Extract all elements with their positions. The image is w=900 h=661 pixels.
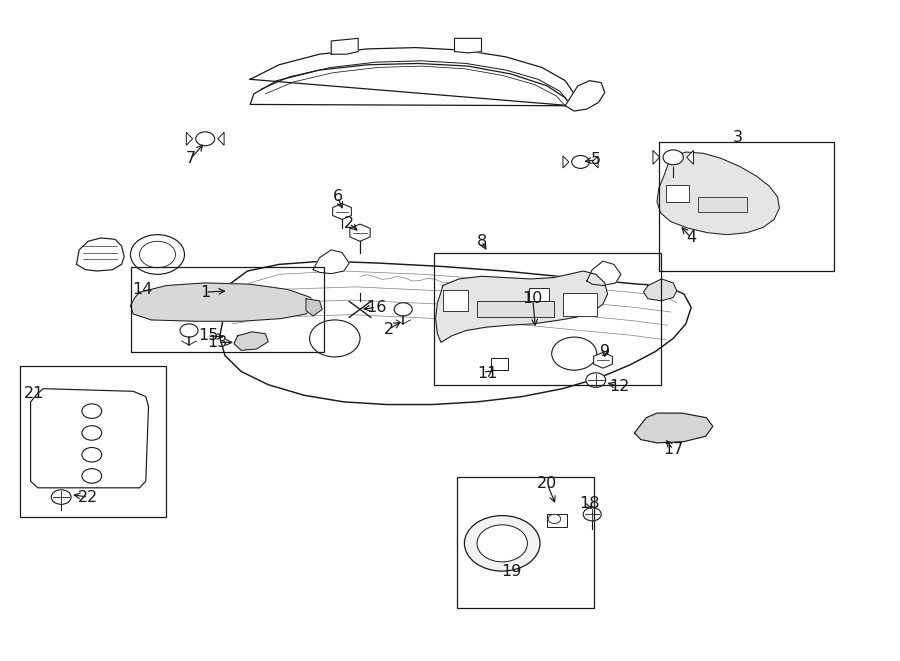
Polygon shape [594, 352, 612, 368]
Circle shape [572, 155, 590, 169]
Text: 7: 7 [185, 151, 196, 166]
Text: 14: 14 [132, 282, 152, 297]
Circle shape [196, 132, 215, 145]
Text: 4: 4 [686, 231, 697, 245]
Text: 16: 16 [366, 300, 386, 315]
Bar [562, 293, 597, 316]
Text: 13: 13 [208, 335, 228, 350]
Circle shape [548, 514, 561, 524]
Polygon shape [306, 299, 322, 316]
Text: 19: 19 [501, 564, 521, 579]
Circle shape [180, 324, 198, 337]
Bar [547, 514, 567, 527]
Polygon shape [350, 224, 370, 241]
Bar [698, 197, 747, 212]
Polygon shape [218, 132, 224, 145]
Circle shape [51, 490, 71, 504]
Circle shape [394, 303, 412, 316]
Polygon shape [76, 238, 124, 271]
Text: 18: 18 [580, 496, 599, 511]
Bar [659, 142, 834, 271]
Text: 2: 2 [383, 322, 394, 336]
Text: 11: 11 [478, 366, 498, 381]
Text: 3: 3 [733, 130, 743, 145]
Polygon shape [644, 279, 677, 301]
Bar [491, 358, 508, 370]
Polygon shape [634, 413, 713, 443]
Polygon shape [331, 38, 358, 54]
Text: 5: 5 [590, 153, 601, 167]
Text: 20: 20 [537, 477, 557, 491]
Bar [457, 477, 594, 608]
Polygon shape [250, 48, 574, 106]
Polygon shape [565, 81, 605, 111]
Polygon shape [333, 204, 351, 219]
Circle shape [82, 447, 102, 462]
Polygon shape [234, 332, 268, 350]
Circle shape [310, 320, 360, 357]
Bar [20, 366, 166, 517]
Text: 10: 10 [523, 292, 543, 306]
Text: 2: 2 [344, 216, 355, 231]
Bar [130, 267, 324, 352]
Text: 15: 15 [199, 329, 219, 343]
Polygon shape [587, 261, 621, 286]
Text: 9: 9 [599, 344, 610, 359]
Polygon shape [186, 132, 193, 145]
Bar [477, 301, 554, 317]
Text: 17: 17 [663, 442, 683, 457]
Bar [666, 185, 688, 202]
Polygon shape [657, 152, 779, 235]
Circle shape [477, 525, 527, 562]
Circle shape [552, 337, 597, 370]
Circle shape [464, 516, 540, 571]
Bar [529, 288, 549, 301]
Text: 21: 21 [24, 386, 44, 401]
Bar [443, 290, 468, 311]
Circle shape [140, 241, 176, 268]
Text: 1: 1 [200, 285, 211, 299]
Text: 22: 22 [78, 490, 98, 504]
Circle shape [586, 373, 606, 387]
Circle shape [583, 508, 601, 521]
Circle shape [130, 235, 184, 274]
Polygon shape [31, 389, 148, 488]
Text: 6: 6 [332, 190, 343, 204]
Polygon shape [130, 283, 313, 321]
Polygon shape [653, 150, 660, 164]
Polygon shape [220, 261, 691, 405]
Text: 8: 8 [476, 234, 487, 249]
Polygon shape [454, 38, 482, 53]
Bar [434, 253, 661, 385]
Polygon shape [313, 250, 349, 274]
Circle shape [663, 150, 683, 165]
Circle shape [82, 404, 102, 418]
Circle shape [82, 426, 102, 440]
Polygon shape [592, 156, 598, 168]
Polygon shape [563, 156, 569, 168]
Polygon shape [687, 150, 693, 164]
Circle shape [82, 469, 102, 483]
Text: 12: 12 [609, 379, 629, 394]
Polygon shape [436, 271, 608, 342]
